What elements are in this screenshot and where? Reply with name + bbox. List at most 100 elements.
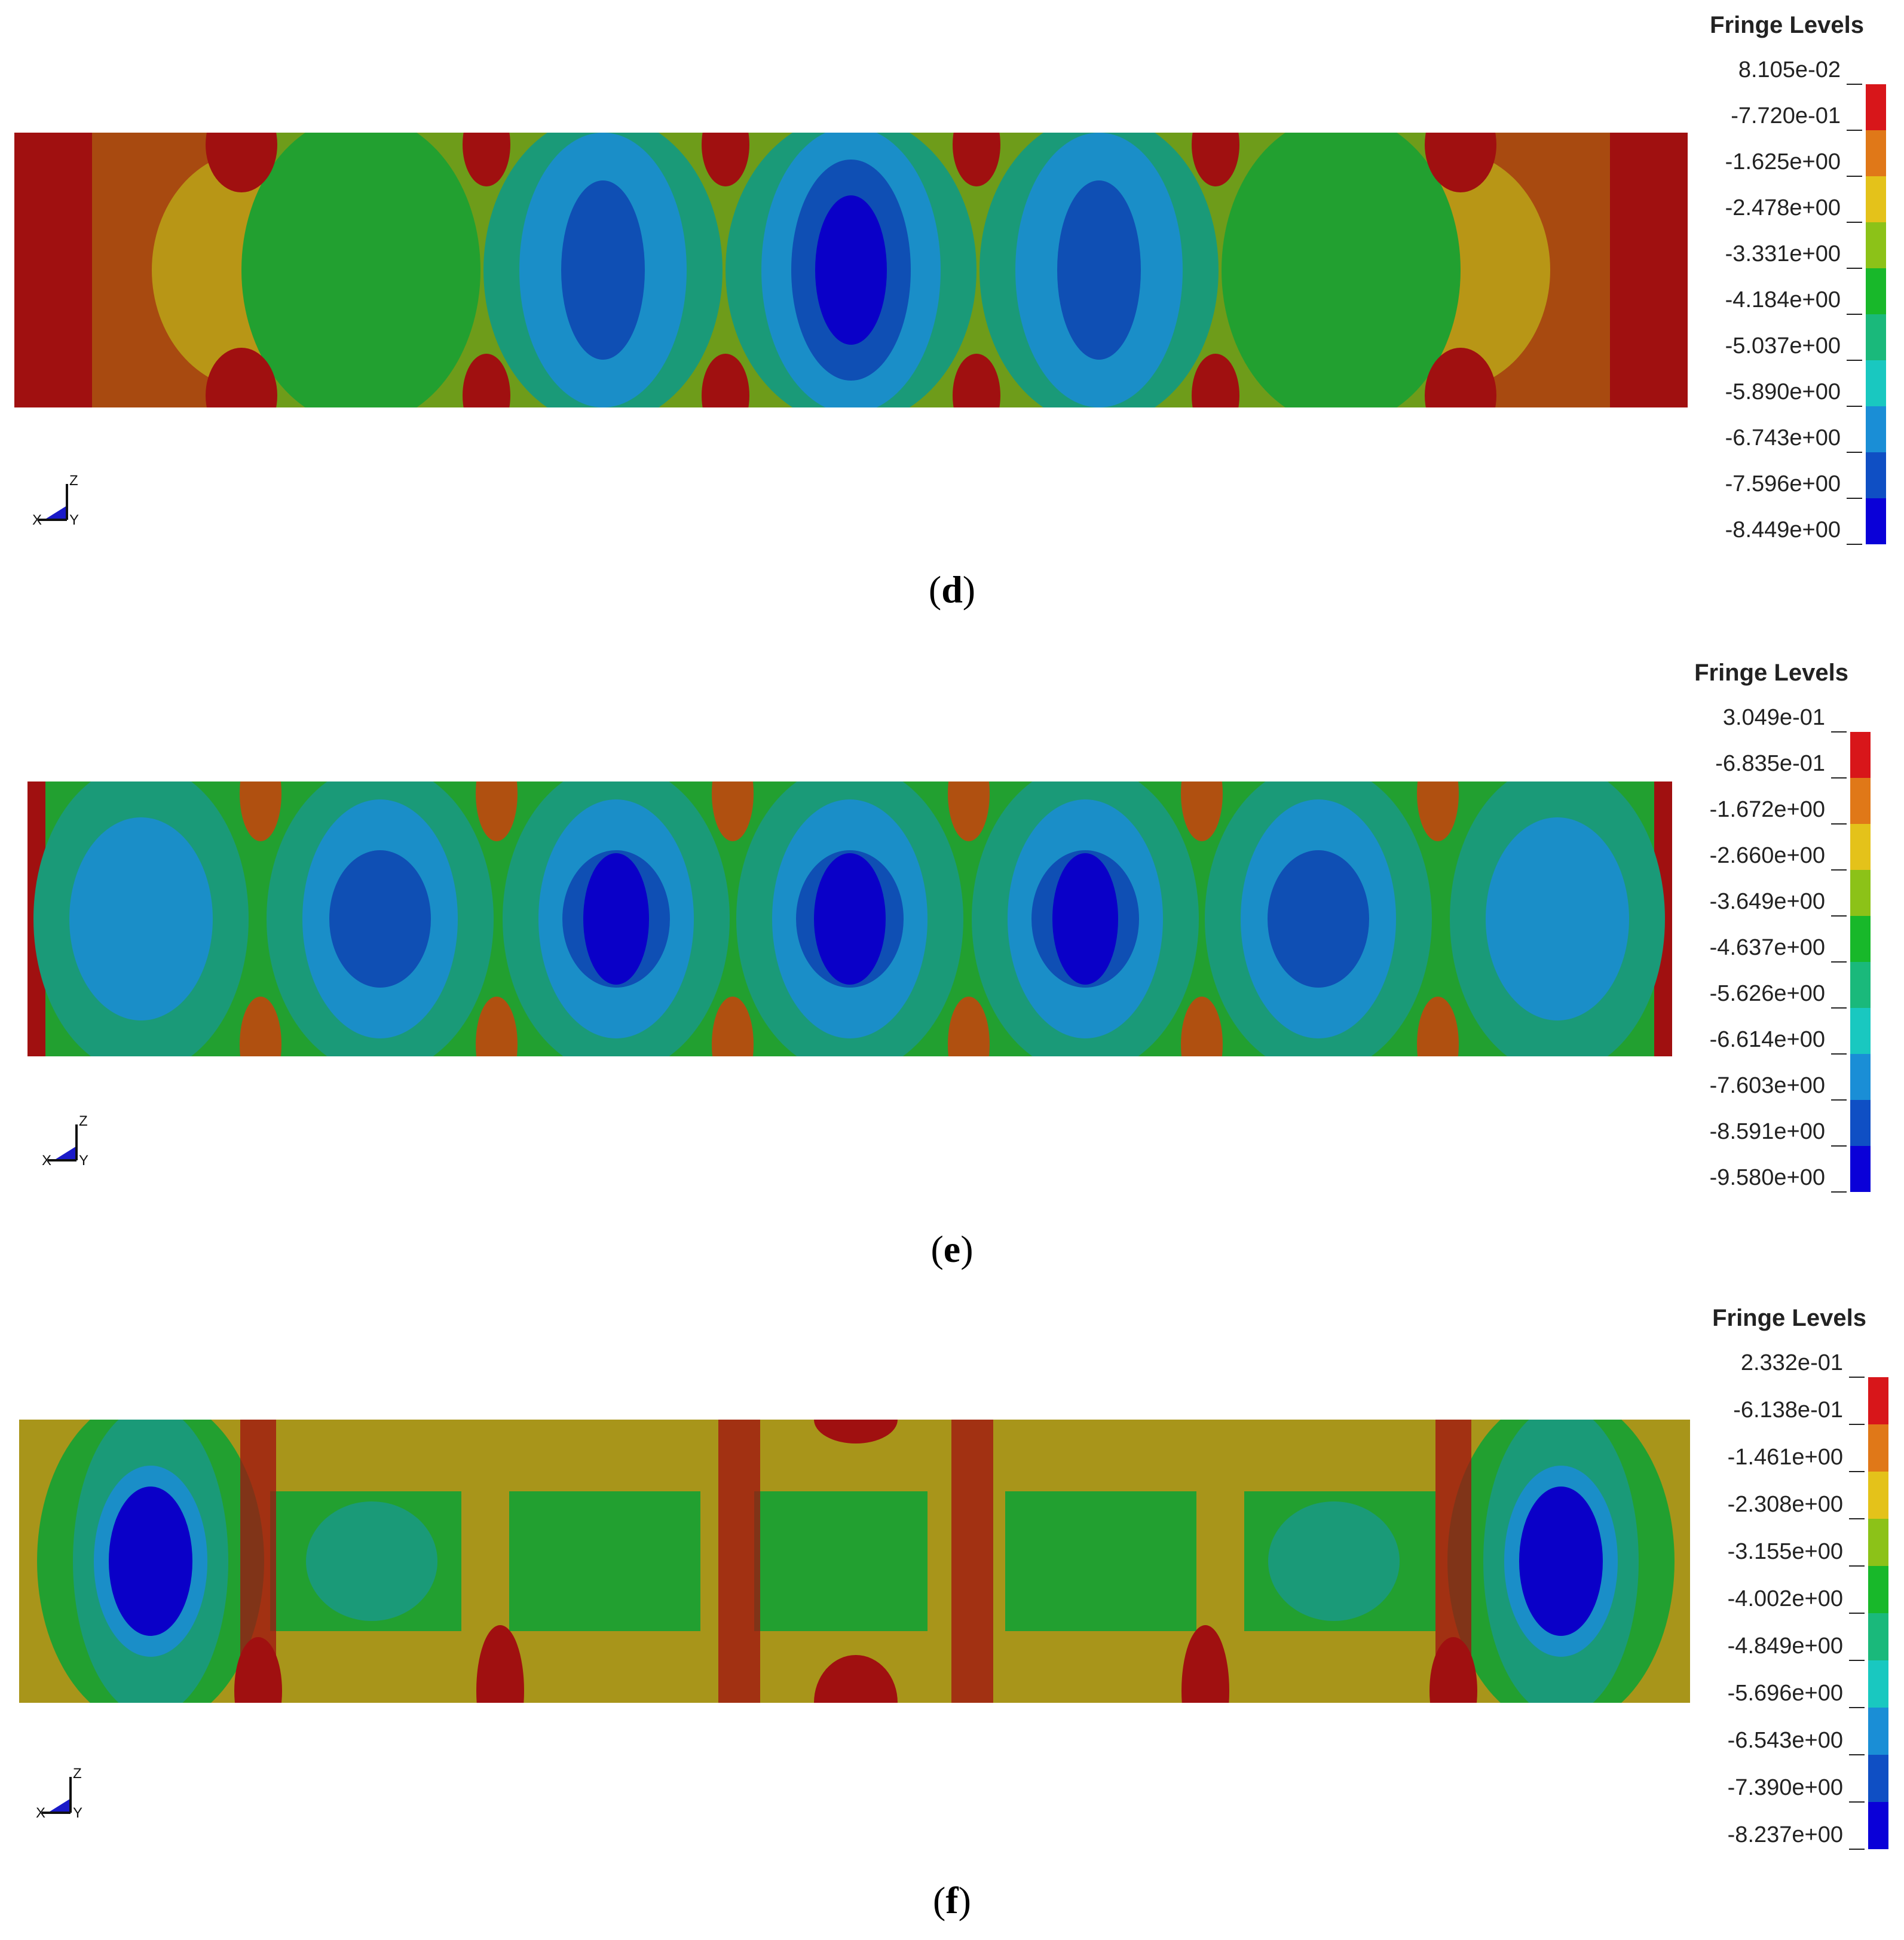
legend-level: -2.478e+00 — [1725, 195, 1841, 220]
contour-plot-e — [27, 781, 1672, 1056]
legend-tick — [1847, 176, 1862, 177]
legend-tick — [1831, 1145, 1847, 1147]
contour-plot-d — [14, 133, 1688, 407]
legend-tick — [1847, 544, 1862, 545]
axis-label-y: Y — [73, 1805, 82, 1819]
panel-d: Fringe Levels 8.105e-02 -7.720e-01 -1.62… — [0, 0, 1904, 646]
legend-tick — [1831, 1007, 1847, 1009]
legend-swatch — [1850, 916, 1871, 962]
legend-swatch — [1850, 962, 1871, 1008]
legend-swatch — [1868, 1755, 1888, 1802]
legend-swatch — [1866, 222, 1886, 268]
legend-tick — [1849, 1518, 1865, 1519]
legend-tick — [1831, 961, 1847, 963]
axis-label-y: Y — [69, 512, 79, 526]
legend-level: -6.835e-01 — [1715, 751, 1825, 776]
legend-level: -4.002e+00 — [1727, 1586, 1843, 1611]
legend-swatch — [1868, 1472, 1888, 1519]
legend-level: 3.049e-01 — [1722, 705, 1825, 730]
caption-f: (f) — [933, 1879, 971, 1921]
legend-level: -6.614e+00 — [1709, 1027, 1825, 1052]
legend-tick — [1849, 1565, 1865, 1567]
legend-swatch — [1850, 732, 1871, 778]
legend-swatch — [1850, 1054, 1871, 1100]
legend-level: -4.184e+00 — [1725, 287, 1841, 312]
axis-label-x: X — [32, 512, 42, 526]
caption-e: (e) — [930, 1228, 974, 1270]
legend-tick — [1847, 360, 1862, 361]
legend-title: Fringe Levels — [1712, 1305, 1866, 1331]
legend-tick — [1849, 1707, 1865, 1708]
legend-tick — [1831, 1053, 1847, 1055]
legend-tick — [1849, 1801, 1865, 1803]
legend-swatch — [1868, 1802, 1888, 1849]
axis-label-x: X — [42, 1153, 51, 1166]
legend-tick — [1849, 1471, 1865, 1472]
axis-label-z: Z — [79, 1113, 88, 1129]
legend-swatch — [1850, 824, 1871, 870]
legend-swatch — [1866, 360, 1886, 406]
legend-level: -7.603e+00 — [1709, 1073, 1825, 1098]
legend-swatch — [1866, 176, 1886, 222]
axis-label-y: Y — [79, 1153, 88, 1166]
legend-tick — [1831, 1099, 1847, 1101]
legend-tick — [1849, 1754, 1865, 1755]
legend-level: -4.849e+00 — [1727, 1633, 1843, 1659]
legend-level: -3.155e+00 — [1727, 1539, 1843, 1564]
legend-swatch — [1866, 498, 1886, 544]
legend-tick — [1849, 1377, 1865, 1378]
legend-level: -2.660e+00 — [1709, 843, 1825, 868]
axis-triad-icon: Z X Y — [32, 472, 86, 528]
legend-swatch — [1868, 1566, 1888, 1613]
legend-tick — [1847, 84, 1862, 85]
legend-level: -8.591e+00 — [1709, 1119, 1825, 1144]
legend-level: -3.649e+00 — [1709, 889, 1825, 914]
legend-level: -5.626e+00 — [1709, 981, 1825, 1006]
legend-level: -6.543e+00 — [1727, 1728, 1843, 1753]
legend-tick — [1831, 869, 1847, 871]
legend-level: -2.308e+00 — [1727, 1492, 1843, 1517]
legend-level: -1.672e+00 — [1709, 797, 1825, 822]
legend-swatch — [1850, 1100, 1871, 1146]
legend-swatch — [1850, 870, 1871, 916]
legend-level: -1.625e+00 — [1725, 149, 1841, 174]
legend-swatch — [1850, 1146, 1871, 1192]
fringe-legend-e: Fringe Levels 3.049e-01 -6.835e-01 -1.67… — [1670, 660, 1873, 1197]
legend-level: -3.331e+00 — [1725, 241, 1841, 266]
legend-swatch — [1866, 130, 1886, 176]
legend-level: -7.596e+00 — [1725, 471, 1841, 497]
legend-swatch — [1850, 778, 1871, 824]
fringe-legend-d: Fringe Levels 8.105e-02 -7.720e-01 -1.62… — [1685, 12, 1888, 550]
legend-level: -5.037e+00 — [1725, 333, 1841, 358]
contour-plot-f — [19, 1420, 1690, 1703]
legend-tick — [1847, 498, 1862, 499]
legend-level: -7.390e+00 — [1727, 1775, 1843, 1800]
legend-level: -7.720e-01 — [1731, 103, 1841, 128]
legend-level: -4.637e+00 — [1709, 935, 1825, 960]
legend-level: 8.105e-02 — [1738, 57, 1841, 82]
legend-level: -6.743e+00 — [1725, 425, 1841, 450]
legend-swatch — [1868, 1708, 1888, 1755]
legend-swatch — [1866, 268, 1886, 314]
legend-title: Fringe Levels — [1710, 12, 1864, 38]
caption-letter: d — [941, 568, 963, 611]
legend-tick — [1831, 823, 1847, 825]
legend-swatch — [1866, 452, 1886, 498]
legend-tick — [1849, 1613, 1865, 1614]
legend-swatch — [1868, 1613, 1888, 1660]
legend-swatch — [1868, 1519, 1888, 1566]
axis-label-x: X — [36, 1805, 45, 1819]
axis-triad-icon: Z X Y — [36, 1765, 90, 1821]
legend-swatch — [1868, 1424, 1888, 1472]
legend-swatch — [1850, 1008, 1871, 1054]
legend-level: 2.332e-01 — [1740, 1350, 1843, 1375]
legend-tick — [1847, 452, 1862, 453]
legend-title: Fringe Levels — [1694, 660, 1848, 686]
legend-swatch — [1866, 84, 1886, 130]
caption-d: (d) — [928, 568, 976, 611]
legend-level: -1.461e+00 — [1727, 1445, 1843, 1470]
legend-tick — [1831, 777, 1847, 779]
legend-tick — [1847, 130, 1862, 131]
axis-triad-icon: Z X Y — [42, 1112, 96, 1169]
legend-swatch — [1868, 1377, 1888, 1424]
